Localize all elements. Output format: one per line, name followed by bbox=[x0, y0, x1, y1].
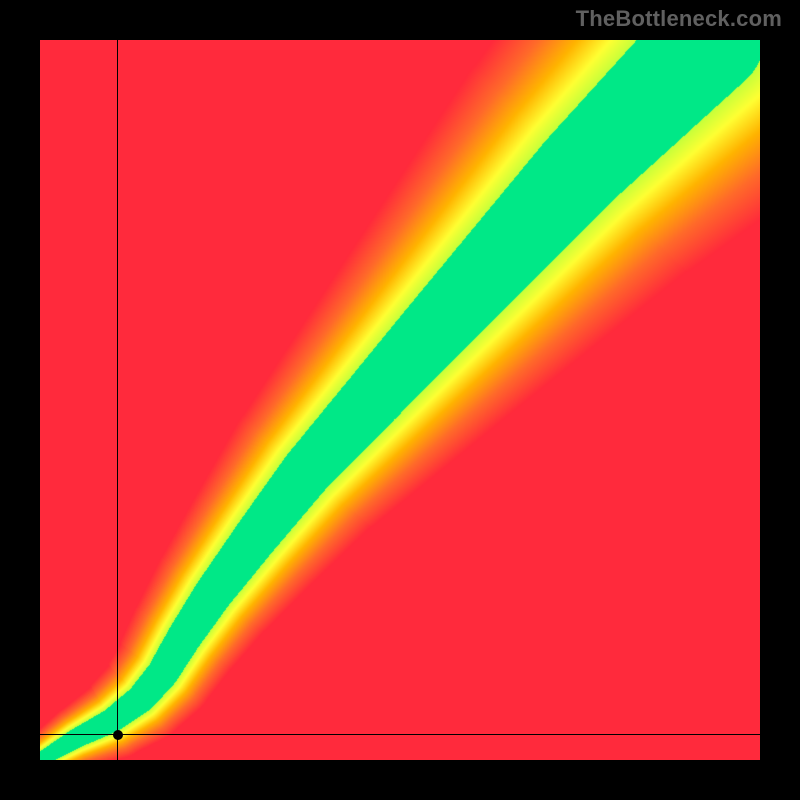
crosshair-vertical-line bbox=[117, 40, 118, 760]
heatmap-canvas bbox=[40, 40, 760, 760]
attribution-text: TheBottleneck.com bbox=[576, 6, 782, 32]
crosshair-marker bbox=[113, 730, 123, 740]
heatmap-plot bbox=[40, 40, 760, 760]
crosshair-horizontal-line bbox=[40, 734, 760, 735]
chart-frame: TheBottleneck.com bbox=[0, 0, 800, 800]
